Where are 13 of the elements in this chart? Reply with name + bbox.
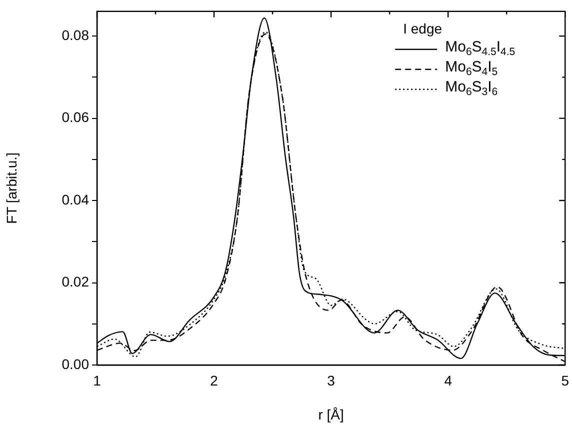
y-tick-label: 0.08	[62, 26, 90, 43]
x-tick-label: 3	[327, 372, 336, 388]
x-tick-label: 1	[93, 372, 102, 388]
x-axis-title: r [Å]	[318, 406, 344, 422]
x-tick-label: 2	[210, 372, 218, 388]
y-tick-label: 0.00	[62, 356, 90, 372]
y-axis-title: FT [arbit.u.]	[3, 152, 20, 224]
y-tick-label: 0.06	[62, 109, 90, 126]
x-tick-label: 5	[561, 372, 570, 388]
legend-title: I edge	[403, 20, 442, 36]
y-tick-label: 0.04	[62, 191, 90, 208]
y-tick-label: 0.02	[62, 274, 90, 290]
x-tick-label: 4	[444, 372, 452, 388]
